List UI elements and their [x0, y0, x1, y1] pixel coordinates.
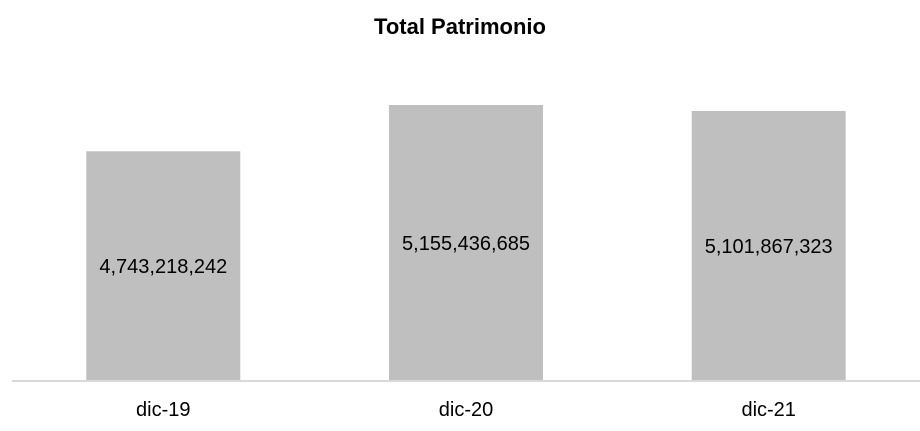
x-tick-label-dic-20: dic-20	[439, 399, 493, 421]
x-tick-label-dic-19: dic-19	[136, 399, 190, 421]
bar-dic-19	[86, 151, 241, 381]
x-tick-labels-group: dic-19 dic-20 dic-21	[136, 399, 796, 421]
bar-dic-21	[691, 111, 846, 381]
data-labels-group: 4,743,218,242 5,155,436,685 5,101,867,323	[99, 233, 832, 278]
chart-title: Total Patrimonio	[374, 14, 546, 39]
x-tick-label-dic-21: dic-21	[741, 399, 795, 421]
bars-group	[86, 105, 846, 381]
data-label-dic-21: 5,101,867,323	[705, 236, 833, 258]
data-label-dic-19: 4,743,218,242	[99, 256, 227, 278]
bar-dic-20	[389, 105, 543, 381]
data-label-dic-20: 5,155,436,685	[402, 233, 530, 255]
